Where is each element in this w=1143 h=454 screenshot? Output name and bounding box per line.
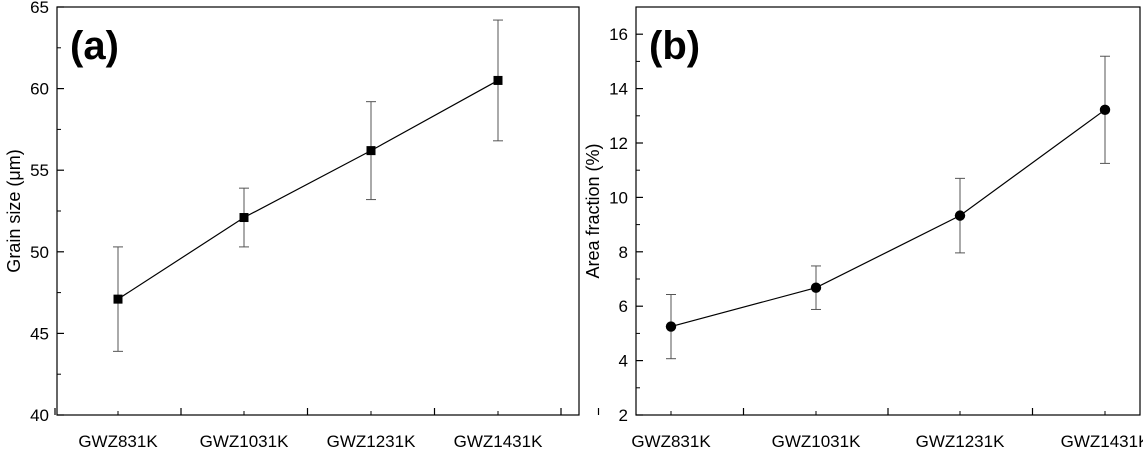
panel-a: 40 45 50 55 60 65 GWZ831K GWZ1031K GWZ1231K GWZ14…: [4, 0, 580, 451]
panel-label: (b): [649, 24, 700, 68]
y-tick-label: 55: [30, 161, 49, 180]
x-tick-label: GWZ1031K: [772, 432, 861, 451]
x-tick-label: GWZ831K: [631, 432, 711, 451]
data-point: [239, 213, 249, 223]
y-tick-label: 65: [30, 0, 49, 17]
y-tick-label: 45: [30, 324, 49, 343]
y-tick-label: 8: [619, 243, 628, 262]
x-tick-label: GWZ1231K: [916, 432, 1005, 451]
series-line: [117, 79, 499, 300]
y-tick-label: 2: [619, 406, 628, 425]
x-tick-label: GWZ1031K: [200, 432, 289, 451]
data-point: [113, 294, 123, 304]
x-tick-label: GWZ1431K: [1061, 432, 1143, 451]
panel-label: (a): [70, 24, 119, 68]
x-tick-label: GWZ1231K: [327, 432, 416, 451]
data-point: [366, 146, 376, 156]
x-tick-label: GWZ831K: [78, 432, 158, 451]
y-axis-title: Area fraction (%): [583, 143, 603, 278]
plot-frame: [56, 6, 580, 416]
plot-frame: [635, 6, 1141, 416]
y-tick-label: 12: [609, 134, 628, 153]
data-point: [665, 321, 677, 332]
x-tick-label: GWZ1431K: [454, 432, 543, 451]
data-point: [954, 210, 966, 221]
y-tick-label: 4: [619, 352, 628, 371]
y-axis-title: Grain size (μm): [4, 149, 24, 272]
panel-b: 2 4 6 8 10 12 14 16 GWZ831K GWZ1031K GWZ1231K GWZ14…: [583, 6, 1143, 451]
y-tick-label: 6: [619, 297, 628, 316]
data-point: [493, 75, 503, 85]
y-tick-label: 10: [609, 188, 628, 207]
y-tick-label: 50: [30, 243, 49, 262]
data-point: [1099, 104, 1111, 116]
y-tick-label: 40: [30, 406, 49, 425]
series-line: [670, 109, 1106, 328]
data-point: [810, 282, 822, 293]
y-tick-label: 14: [609, 80, 628, 99]
y-tick-label: 16: [609, 25, 628, 44]
y-tick-label: 60: [30, 80, 49, 99]
